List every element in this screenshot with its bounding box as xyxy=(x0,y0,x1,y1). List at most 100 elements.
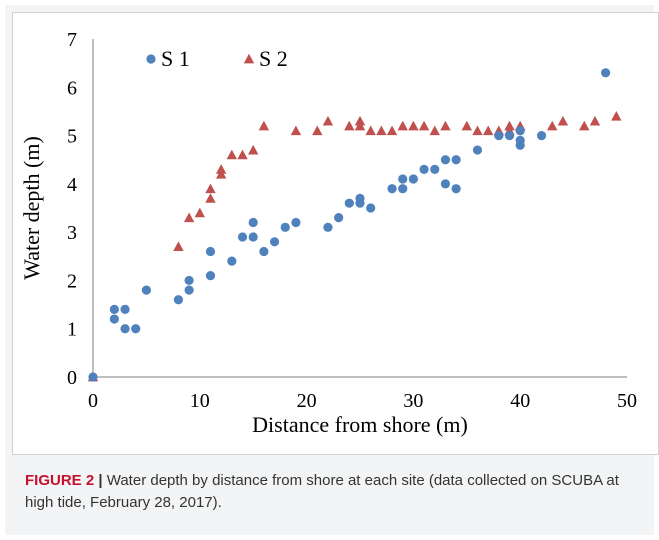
data-point xyxy=(248,232,258,242)
x-tick-label: 20 xyxy=(297,390,317,412)
legend-label: S 1 xyxy=(161,46,190,71)
data-point xyxy=(557,115,569,126)
data-point xyxy=(440,120,451,131)
data-point xyxy=(387,184,397,194)
y-tick-label: 5 xyxy=(67,126,77,148)
data-point xyxy=(248,217,258,228)
data-point xyxy=(323,222,333,232)
legend: S 1 S 2 xyxy=(146,46,288,71)
data-point xyxy=(408,174,418,184)
data-point xyxy=(237,149,248,160)
data-point xyxy=(589,115,601,126)
data-point xyxy=(259,246,269,257)
data-point xyxy=(312,125,323,136)
data-point xyxy=(376,125,387,136)
data-point xyxy=(173,241,184,252)
data-point xyxy=(109,314,119,324)
data-point xyxy=(290,125,302,136)
data-point xyxy=(173,295,184,305)
y-tick-label: 3 xyxy=(67,222,77,244)
data-point xyxy=(205,193,216,203)
data-point xyxy=(184,275,194,286)
caption-text: Water depth by distance from shore at ea… xyxy=(25,472,619,511)
data-points xyxy=(87,68,622,382)
data-point xyxy=(109,304,119,314)
data-point xyxy=(472,145,483,155)
data-point xyxy=(120,304,130,314)
data-point xyxy=(504,130,515,141)
data-point xyxy=(334,213,344,223)
data-point xyxy=(227,256,237,266)
data-point xyxy=(515,126,525,136)
data-point xyxy=(397,120,408,131)
data-point xyxy=(451,155,461,165)
data-point xyxy=(451,184,461,194)
data-point xyxy=(280,222,290,232)
tick-labels: 0 10 20 30 40 50 0 1 2 3 4 5 6 7 xyxy=(67,29,637,412)
axes xyxy=(92,39,627,378)
data-point xyxy=(269,237,280,247)
data-point xyxy=(226,149,238,160)
data-point xyxy=(237,232,248,242)
y-tick-label: 7 xyxy=(67,29,77,51)
data-point xyxy=(344,198,354,208)
caption-label: FIGURE 2 xyxy=(25,472,95,489)
data-point xyxy=(215,164,227,174)
data-point xyxy=(429,125,440,136)
series-s2 xyxy=(87,111,622,382)
data-point xyxy=(579,120,590,131)
y-tick-label: 4 xyxy=(67,174,77,196)
data-point xyxy=(344,120,355,131)
data-point xyxy=(354,115,366,126)
x-tick-label: 0 xyxy=(88,390,98,412)
figure-frame: 0 10 20 30 40 50 0 1 2 3 4 5 6 7 S 1 S 2 Distance from… xyxy=(5,5,659,535)
x-tick-label: 40 xyxy=(510,390,530,412)
data-point xyxy=(291,217,301,228)
y-tick-label: 0 xyxy=(67,367,77,389)
y-tick-label: 2 xyxy=(67,270,77,292)
data-point xyxy=(120,324,130,334)
figure-caption: FIGURE 2 | Water depth by distance from … xyxy=(25,470,640,514)
data-point xyxy=(461,120,472,131)
data-point xyxy=(365,125,376,136)
data-point xyxy=(419,164,429,174)
x-axis-title: Distance from shore (m) xyxy=(252,412,468,437)
scatter-chart: 0 10 20 30 40 50 0 1 2 3 4 5 6 7 S 1 S 2 Distance from… xyxy=(19,29,637,437)
data-point xyxy=(440,179,451,189)
legend-marker xyxy=(146,54,156,64)
data-point xyxy=(205,183,216,194)
data-point xyxy=(366,203,376,213)
data-point xyxy=(205,271,216,281)
data-point xyxy=(547,120,558,131)
legend-label: S 2 xyxy=(259,46,288,71)
series-s1 xyxy=(88,68,611,382)
data-point xyxy=(131,324,141,334)
data-point xyxy=(354,120,366,131)
data-point xyxy=(408,120,419,131)
data-point xyxy=(611,111,622,121)
data-point xyxy=(482,125,494,136)
data-point xyxy=(184,285,194,295)
legend-marker xyxy=(243,53,255,64)
data-point xyxy=(398,184,408,194)
x-tick-label: 10 xyxy=(190,390,210,412)
data-point xyxy=(322,115,334,126)
data-point xyxy=(515,140,525,150)
data-point xyxy=(472,125,483,136)
y-tick-label: 6 xyxy=(67,77,77,99)
data-point xyxy=(601,68,611,78)
data-point xyxy=(141,285,151,295)
data-point xyxy=(440,155,451,165)
data-point xyxy=(215,169,227,179)
data-point xyxy=(386,125,398,136)
x-tick-label: 30 xyxy=(403,390,423,412)
caption-separator: | xyxy=(94,472,107,489)
data-point xyxy=(504,120,515,131)
data-point xyxy=(355,198,365,208)
data-point xyxy=(205,246,216,257)
data-point xyxy=(194,207,205,218)
y-axis-title: Water depth (m) xyxy=(19,136,44,280)
x-tick-label: 50 xyxy=(617,390,637,412)
chart-panel: 0 10 20 30 40 50 0 1 2 3 4 5 6 7 S 1 S 2 Distance from… xyxy=(12,12,659,455)
data-point xyxy=(536,130,547,141)
